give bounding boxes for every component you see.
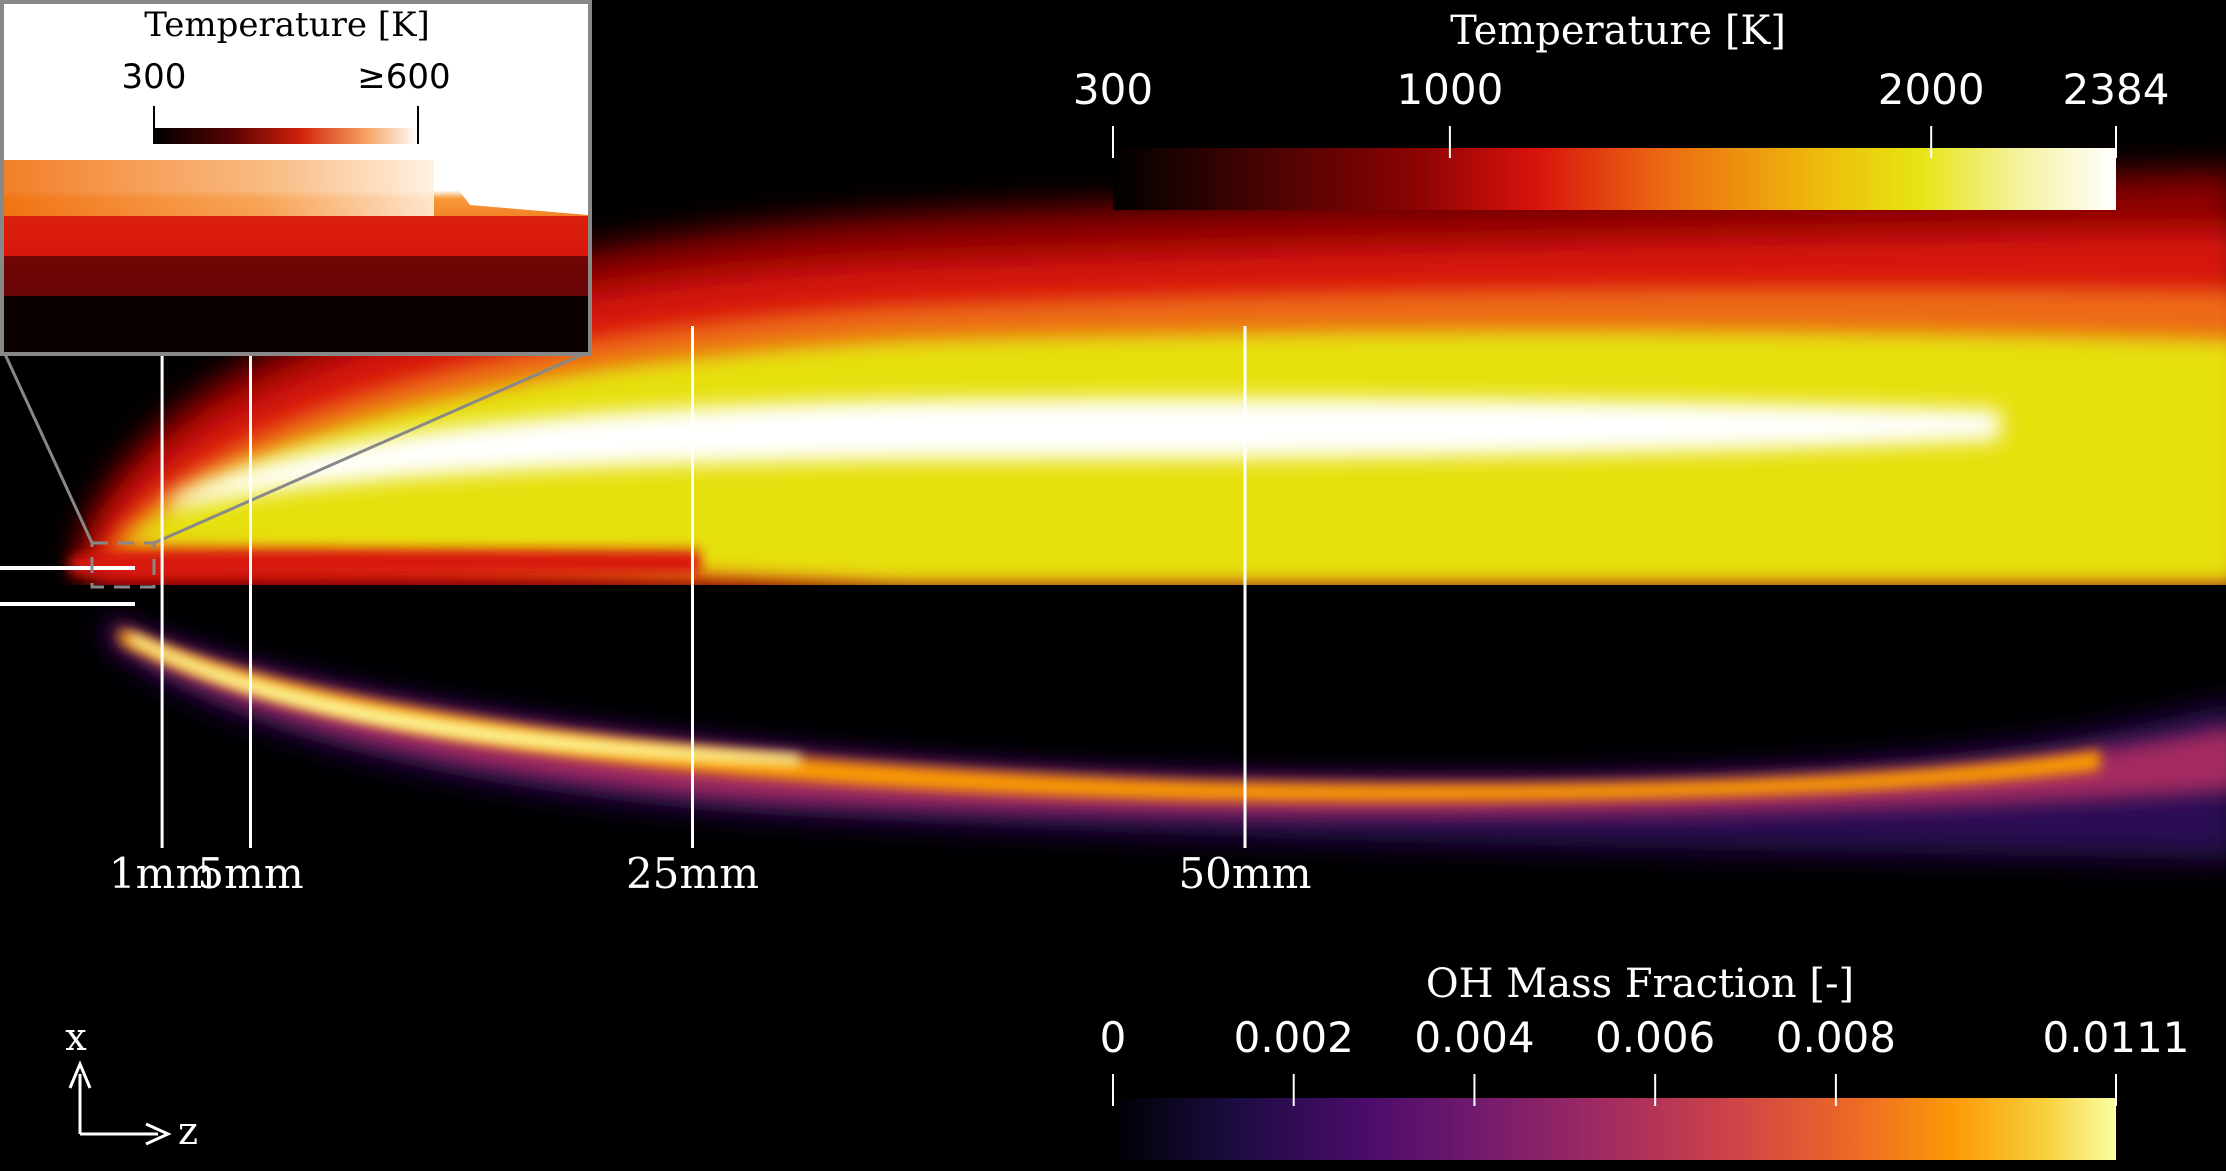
oh-colorbar: [1113, 1098, 2116, 1160]
temperature-colorbar: [1113, 148, 2116, 210]
z-axis-label: z: [178, 1109, 198, 1153]
temperature-field: [70, 170, 2226, 585]
temperature-tick-label: 300: [1073, 65, 1153, 114]
temperature-tick-label: 1000: [1396, 65, 1503, 114]
inset-legend-title: Temperature [K]: [144, 5, 429, 45]
oh-legend-title: OH Mass Fraction [-]: [1426, 961, 1854, 1007]
oh-tick-label: 0.008: [1776, 1013, 1896, 1062]
oh-tick-label: 0.004: [1414, 1013, 1534, 1062]
inset-tick-label-300: 300: [122, 57, 187, 97]
station-label: 25mm: [626, 849, 759, 898]
station-label: 1mm: [109, 849, 215, 898]
oh-tick-label: 0.0111: [2043, 1013, 2190, 1062]
station-label: 5mm: [197, 849, 303, 898]
station-label: 50mm: [1178, 849, 1311, 898]
temperature-tick-label: 2384: [2063, 65, 2170, 114]
oh-tick-label: 0.002: [1234, 1013, 1354, 1062]
oh-tick-label: 0.006: [1595, 1013, 1715, 1062]
temperature-legend-title: Temperature [K]: [1450, 8, 1786, 54]
oh-legend: OH Mass Fraction [-] 0 0.002 0.004 0.006 0.0…: [1100, 961, 2190, 1160]
oh-field: [105, 615, 2226, 860]
temperature-legend: Temperature [K] 300 1000 2000 2384: [1073, 8, 2170, 210]
zoom-indicator: [2, 350, 589, 589]
inset-panel: Temperature [K] 300 ≥600: [0, 0, 592, 356]
inset-colorbar: [154, 128, 418, 144]
x-axis-label: x: [65, 1015, 86, 1059]
temperature-tick-label: 2000: [1878, 65, 1985, 114]
burner-lips: [0, 566, 135, 606]
oh-tick-label: 0: [1100, 1013, 1127, 1062]
inset-tick-label-600: ≥600: [357, 57, 450, 97]
axis-indicator: x z: [65, 1015, 198, 1153]
